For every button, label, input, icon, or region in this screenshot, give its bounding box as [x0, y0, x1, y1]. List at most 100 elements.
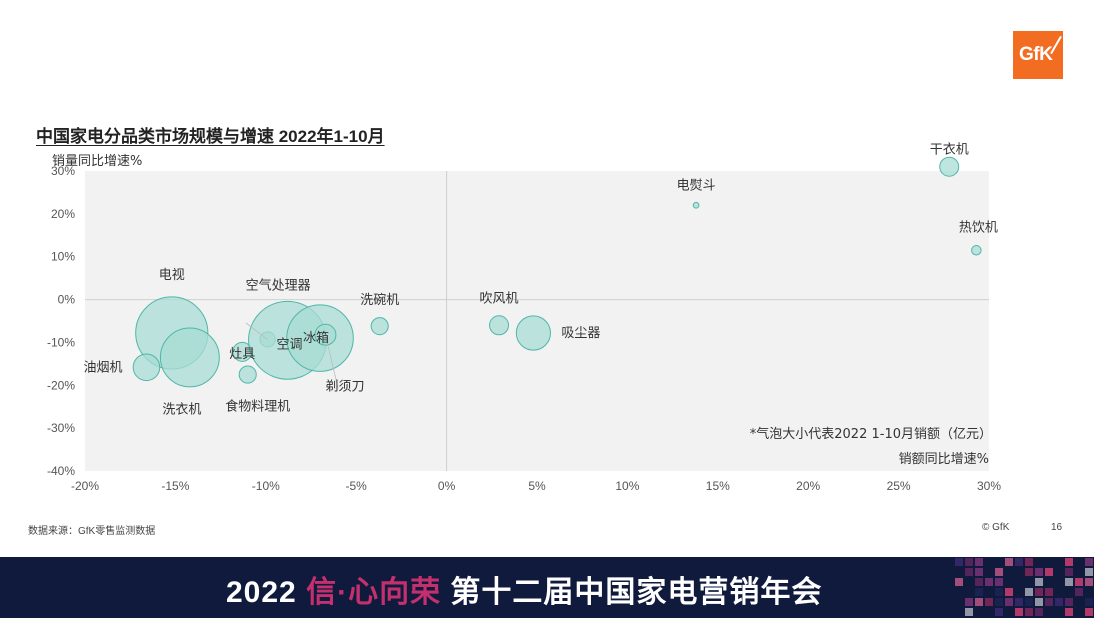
bubble-label: 吸尘器: [561, 326, 600, 341]
bubble-point: [370, 317, 389, 336]
y-tick-label: -20%: [47, 378, 75, 392]
bubble-label: 电熨斗: [677, 178, 716, 193]
mosaic-tile: [1085, 598, 1093, 606]
bubble-label: 空气处理器: [246, 277, 311, 293]
y-tick-label: -10%: [47, 335, 75, 349]
mosaic-tile: [1025, 558, 1033, 566]
y-tick-label: 20%: [51, 207, 75, 221]
x-tick-label: 30%: [977, 479, 1001, 493]
mosaic-tile: [1085, 558, 1093, 566]
bubble-point: [971, 245, 982, 256]
event-banner: 2022 信·心向荣 第十二届中国家电营销年会: [0, 557, 1094, 618]
x-tick-label: 5%: [528, 479, 546, 493]
mosaic-tile: [1025, 588, 1033, 596]
mosaic-tile: [1065, 578, 1073, 586]
page-number: 16: [1051, 522, 1063, 533]
mosaic-tile: [1035, 588, 1043, 596]
mosaic-tile: [1085, 578, 1093, 586]
y-tick-label: 10%: [51, 250, 75, 264]
bubble-label: 灶具: [229, 347, 255, 362]
mosaic-tile: [1035, 608, 1043, 616]
mosaic-tile: [955, 558, 963, 566]
banner-event-name: 第十二届中国家电营销年会: [441, 576, 823, 609]
mosaic-tile: [1045, 588, 1053, 596]
mosaic-tile: [995, 568, 1003, 576]
mosaic-tile: [1005, 598, 1013, 606]
mosaic-tile: [1025, 568, 1033, 576]
mosaic-tile: [1025, 608, 1033, 616]
mosaic-tile: [1005, 588, 1013, 596]
decorative-mosaic: [955, 558, 1093, 616]
bubble-label: 剃须刀: [325, 380, 364, 395]
x-tick-label: -5%: [346, 479, 368, 493]
mosaic-tile: [1035, 568, 1043, 576]
mosaic-tile: [995, 608, 1003, 616]
mosaic-tile: [1085, 568, 1093, 576]
bubble-point: [489, 315, 510, 336]
logo-text: GfK: [1019, 44, 1053, 65]
bubble-point: [132, 353, 161, 382]
leader-line: [325, 334, 339, 389]
bubble-label: 热饮机: [959, 220, 998, 235]
banner-slogan: 信·心向荣: [306, 576, 442, 609]
bubble-label: 吹风机: [480, 291, 519, 306]
bubble-label: 空调: [276, 337, 302, 352]
mosaic-tile: [965, 568, 973, 576]
mosaic-tile: [985, 598, 993, 606]
y-tick-label: -30%: [47, 421, 75, 435]
mosaic-tile: [1085, 608, 1093, 616]
copyright: © GfK: [982, 522, 1010, 533]
bubble-label: 冰箱: [303, 330, 329, 346]
mosaic-tile: [1065, 558, 1073, 566]
x-axis-label: 销额同比增速%: [899, 452, 989, 467]
mosaic-tile: [1005, 558, 1013, 566]
mosaic-tile: [1015, 558, 1023, 566]
bubble-point: [238, 365, 257, 384]
bubble-size-note: *气泡大小代表2022 1-10月销额（亿元）: [750, 426, 992, 442]
bubble-label: 电视: [159, 268, 185, 283]
leader-line: [236, 351, 243, 357]
mosaic-tile: [1065, 598, 1073, 606]
banner-year: 2022: [226, 576, 307, 609]
mosaic-tile: [955, 578, 963, 586]
chart-title: 中国家电分品类市场规模与增速 2022年1-10月: [36, 127, 385, 146]
mosaic-tile: [965, 558, 973, 566]
bubble-label: 洗碗机: [360, 292, 399, 308]
mosaic-tile: [1065, 568, 1073, 576]
x-tick-label: -20%: [71, 479, 99, 493]
mosaic-tile: [1035, 598, 1043, 606]
mosaic-tile: [965, 608, 973, 616]
mosaic-tile: [1075, 578, 1083, 586]
mosaic-tile: [1025, 598, 1033, 606]
bubble-chart: -40% -30% -20% -10% 0% 10% 20% 30% -20% -15% -10% -…: [47, 142, 1001, 493]
mosaic-tile: [995, 588, 1003, 596]
x-tick-label: 10%: [615, 479, 639, 493]
y-tick-label: -40%: [47, 464, 75, 478]
mosaic-tile: [1045, 568, 1053, 576]
mosaic-tile: [1045, 598, 1053, 606]
y-tick-label: 30%: [51, 164, 75, 178]
mosaic-tile: [995, 598, 1003, 606]
bubble-point: [692, 201, 700, 209]
mosaic-tile: [975, 558, 983, 566]
leader-line: [245, 322, 268, 340]
banner-text: 2022 信·心向荣 第十二届中国家电营销年会: [226, 567, 822, 611]
data-source: 数据来源：GfK零售监测数据: [28, 526, 156, 537]
mosaic-tile: [1065, 608, 1073, 616]
x-tick-label: -15%: [161, 479, 189, 493]
mosaic-tile: [985, 578, 993, 586]
x-tick-label: 15%: [706, 479, 730, 493]
bubble-label: 食物料理机: [225, 399, 290, 415]
mosaic-tile: [1075, 588, 1083, 596]
mosaic-tile: [995, 578, 1003, 586]
mosaic-tile: [975, 588, 983, 596]
y-axis-label: 销量同比增速%: [52, 154, 142, 169]
x-tick-label: 0%: [438, 479, 456, 493]
mosaic-tile: [1015, 598, 1023, 606]
mosaic-tile: [975, 598, 983, 606]
y-tick-label: 0%: [58, 293, 76, 307]
mosaic-tile: [1035, 578, 1043, 586]
bubble-label: 干衣机: [930, 142, 969, 158]
gfk-logo: GfK: [1013, 31, 1063, 79]
bubble-point: [515, 315, 551, 351]
